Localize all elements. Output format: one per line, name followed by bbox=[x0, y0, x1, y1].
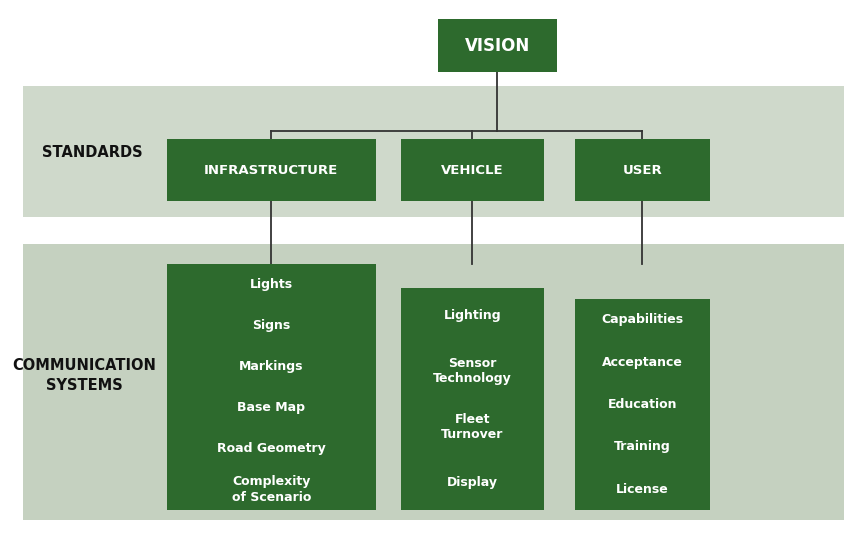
FancyBboxPatch shape bbox=[166, 139, 376, 201]
Text: Lighting: Lighting bbox=[444, 309, 501, 322]
Text: USER: USER bbox=[623, 163, 663, 177]
Text: Display: Display bbox=[447, 476, 498, 489]
Bar bbox=[23, 217, 844, 239]
FancyBboxPatch shape bbox=[575, 299, 710, 510]
Text: License: License bbox=[616, 482, 668, 496]
Text: Lights: Lights bbox=[250, 278, 293, 291]
FancyBboxPatch shape bbox=[575, 139, 710, 201]
FancyBboxPatch shape bbox=[437, 19, 556, 72]
Text: Training: Training bbox=[614, 440, 671, 453]
Text: Acceptance: Acceptance bbox=[602, 355, 683, 369]
Text: COMMUNICATION
SYSTEMS: COMMUNICATION SYSTEMS bbox=[13, 358, 156, 392]
Text: Base Map: Base Map bbox=[237, 401, 306, 414]
FancyBboxPatch shape bbox=[166, 264, 376, 510]
Text: Markings: Markings bbox=[239, 360, 304, 373]
Text: STANDARDS: STANDARDS bbox=[42, 145, 143, 160]
Text: Sensor
Technology: Sensor Technology bbox=[433, 357, 511, 385]
Text: VISION: VISION bbox=[464, 36, 530, 55]
Text: VEHICLE: VEHICLE bbox=[441, 163, 504, 177]
FancyBboxPatch shape bbox=[401, 288, 544, 510]
Text: Road Geometry: Road Geometry bbox=[217, 442, 326, 455]
Text: Fleet
Turnover: Fleet Turnover bbox=[441, 413, 504, 441]
Text: Complexity
of Scenario: Complexity of Scenario bbox=[231, 475, 311, 504]
Text: Education: Education bbox=[608, 398, 677, 411]
Text: INFRASTRUCTURE: INFRASTRUCTURE bbox=[204, 163, 338, 177]
Text: Signs: Signs bbox=[252, 319, 290, 332]
Bar bbox=[23, 86, 844, 217]
Bar bbox=[23, 244, 844, 520]
FancyBboxPatch shape bbox=[401, 139, 544, 201]
Text: Capabilities: Capabilities bbox=[602, 313, 684, 326]
